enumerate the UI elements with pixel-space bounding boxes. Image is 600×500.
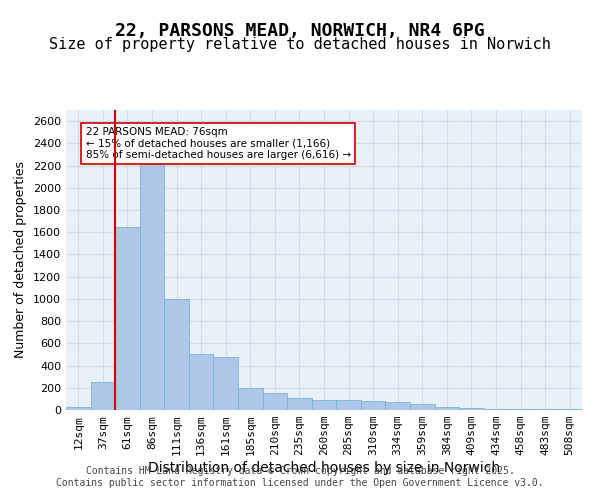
- Bar: [410, 404, 434, 410]
- X-axis label: Distribution of detached houses by size in Norwich: Distribution of detached houses by size …: [148, 461, 500, 475]
- Bar: [459, 408, 484, 410]
- Bar: [91, 382, 115, 410]
- Bar: [263, 393, 287, 410]
- Bar: [214, 357, 238, 410]
- Bar: [238, 388, 263, 410]
- Bar: [484, 409, 508, 410]
- Text: Size of property relative to detached houses in Norwich: Size of property relative to detached ho…: [49, 38, 551, 52]
- Bar: [312, 400, 336, 410]
- Bar: [140, 160, 164, 410]
- Bar: [533, 409, 557, 410]
- Bar: [336, 400, 361, 410]
- Bar: [385, 402, 410, 410]
- Bar: [189, 354, 214, 410]
- Bar: [361, 401, 385, 410]
- Y-axis label: Number of detached properties: Number of detached properties: [14, 162, 28, 358]
- Bar: [508, 409, 533, 410]
- Text: Contains HM Land Registry data © Crown copyright and database right 2025.
Contai: Contains HM Land Registry data © Crown c…: [56, 466, 544, 487]
- Text: 22, PARSONS MEAD, NORWICH, NR4 6PG: 22, PARSONS MEAD, NORWICH, NR4 6PG: [115, 22, 485, 40]
- Bar: [66, 407, 91, 410]
- Bar: [287, 398, 312, 410]
- Text: 22 PARSONS MEAD: 76sqm
← 15% of detached houses are smaller (1,166)
85% of semi-: 22 PARSONS MEAD: 76sqm ← 15% of detached…: [86, 126, 351, 160]
- Bar: [434, 407, 459, 410]
- Bar: [164, 299, 189, 410]
- Bar: [115, 226, 140, 410]
